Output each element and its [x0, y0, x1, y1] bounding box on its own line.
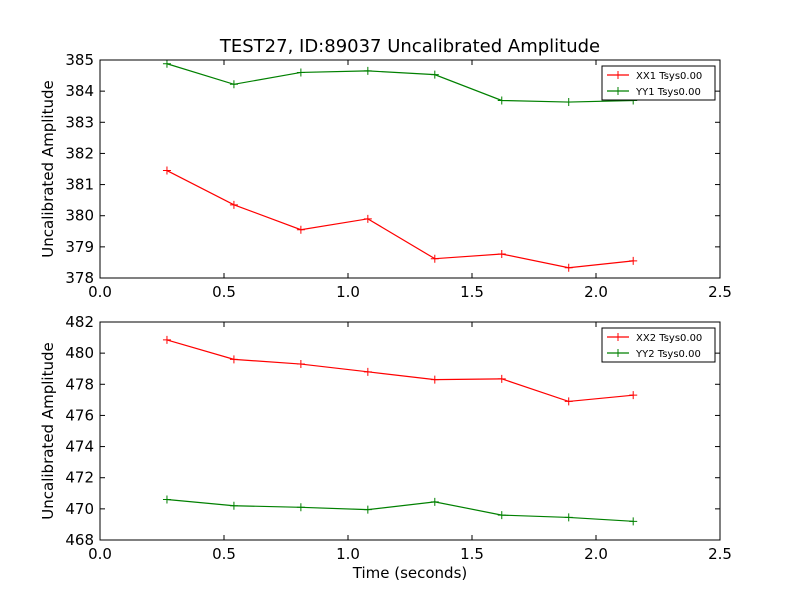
y-tick-label: 468 — [65, 531, 94, 549]
legend-marker — [614, 349, 622, 357]
subplot-top: TEST27, ID:89037 Uncalibrated Amplitude … — [39, 36, 732, 301]
data-point — [564, 263, 573, 272]
axes-frame — [99, 321, 721, 541]
legend-marker — [614, 71, 622, 79]
y-tick-label: 385 — [65, 51, 94, 69]
x-tick-label: 2.5 — [708, 545, 732, 563]
data-point — [497, 374, 506, 383]
data-point — [564, 513, 573, 522]
data-point — [229, 80, 238, 89]
x-tick-label: 2.5 — [708, 283, 732, 301]
legend: XX2 Tsys0.00 YY2 Tsys0.00 — [601, 327, 716, 363]
legend-label: YY2 Tsys0.00 — [635, 349, 701, 360]
x-tick-label: 0.5 — [212, 545, 236, 563]
y-tick-label: 378 — [65, 269, 94, 287]
x-tick-label: 1.5 — [460, 283, 484, 301]
data-point — [629, 517, 638, 526]
y-tick-label: 383 — [65, 113, 94, 131]
legend-label: XX2 Tsys0.00 — [636, 333, 702, 344]
x-tick-label: 1.0 — [336, 545, 360, 563]
legend-marker — [614, 333, 622, 341]
y-tick-label: 478 — [65, 375, 94, 393]
y-tick-label: 470 — [65, 500, 94, 518]
data-point — [497, 250, 506, 259]
data-point — [430, 70, 439, 79]
x-tick-label: 0.0 — [88, 545, 112, 563]
y-axis-label: Uncalibrated Amplitude — [39, 80, 57, 257]
legend-label: YY1 Tsys0.00 — [635, 87, 701, 98]
data-point — [564, 98, 573, 107]
y-tick-label: 474 — [65, 438, 94, 456]
chart-title: TEST27, ID:89037 Uncalibrated Amplitude — [219, 36, 600, 57]
legend-label: XX1 Tsys0.00 — [636, 71, 702, 82]
data-point — [564, 397, 573, 406]
data-point — [363, 214, 372, 223]
series-line-xx2 — [166, 339, 634, 403]
legend-box — [601, 327, 716, 363]
data-point — [162, 60, 171, 68]
y-tick-label: 382 — [65, 144, 94, 162]
data-point — [430, 497, 439, 506]
data-point — [296, 503, 305, 512]
series-line-yy1 — [166, 63, 634, 103]
y-tick-label: 381 — [65, 176, 94, 194]
data-point — [363, 367, 372, 376]
y-axis-label: Uncalibrated Amplitude — [39, 342, 57, 519]
axes-frame — [99, 59, 721, 279]
x-tick-label: 1.0 — [336, 283, 360, 301]
data-point — [296, 225, 305, 234]
data-point — [162, 166, 171, 175]
data-point — [363, 66, 372, 75]
x-tick-label: 2.0 — [584, 283, 608, 301]
y-tick-label: 472 — [65, 469, 94, 487]
data-point — [629, 256, 638, 265]
data-point — [296, 68, 305, 77]
legend: XX1 Tsys0.00 YY1 Tsys0.00 — [601, 65, 716, 101]
data-point — [162, 495, 171, 504]
data-point — [296, 360, 305, 369]
y-tick-label: 384 — [65, 82, 94, 100]
x-tick-label: 2.0 — [584, 545, 608, 563]
data-point — [497, 511, 506, 520]
x-tick-label: 0.5 — [212, 283, 236, 301]
y-tick-label: 379 — [65, 238, 94, 256]
data-point — [497, 96, 506, 105]
data-point — [629, 391, 638, 400]
y-tick-label: 380 — [65, 207, 94, 225]
data-point — [363, 505, 372, 514]
data-point — [229, 200, 238, 209]
x-axis-label: Time (seconds) — [352, 564, 468, 582]
y-tick-label: 476 — [65, 406, 94, 424]
y-tick-label: 482 — [65, 313, 94, 331]
plot-area — [162, 335, 638, 526]
data-point — [430, 375, 439, 384]
legend-marker — [614, 87, 622, 95]
x-tick-label: 1.5 — [460, 545, 484, 563]
y-tick-label: 480 — [65, 344, 94, 362]
series-line-xx1 — [166, 170, 634, 269]
legend-box — [601, 65, 716, 101]
data-point — [229, 355, 238, 364]
x-tick-label: 0.0 — [88, 283, 112, 301]
data-point — [430, 254, 439, 263]
subplot-bottom: 0.0 0.5 1.0 1.5 2.0 2.5 468 470 472 474 476 478 480 4… — [39, 313, 732, 582]
data-point — [229, 501, 238, 510]
series-line-yy2 — [166, 498, 634, 522]
data-point — [162, 335, 171, 344]
